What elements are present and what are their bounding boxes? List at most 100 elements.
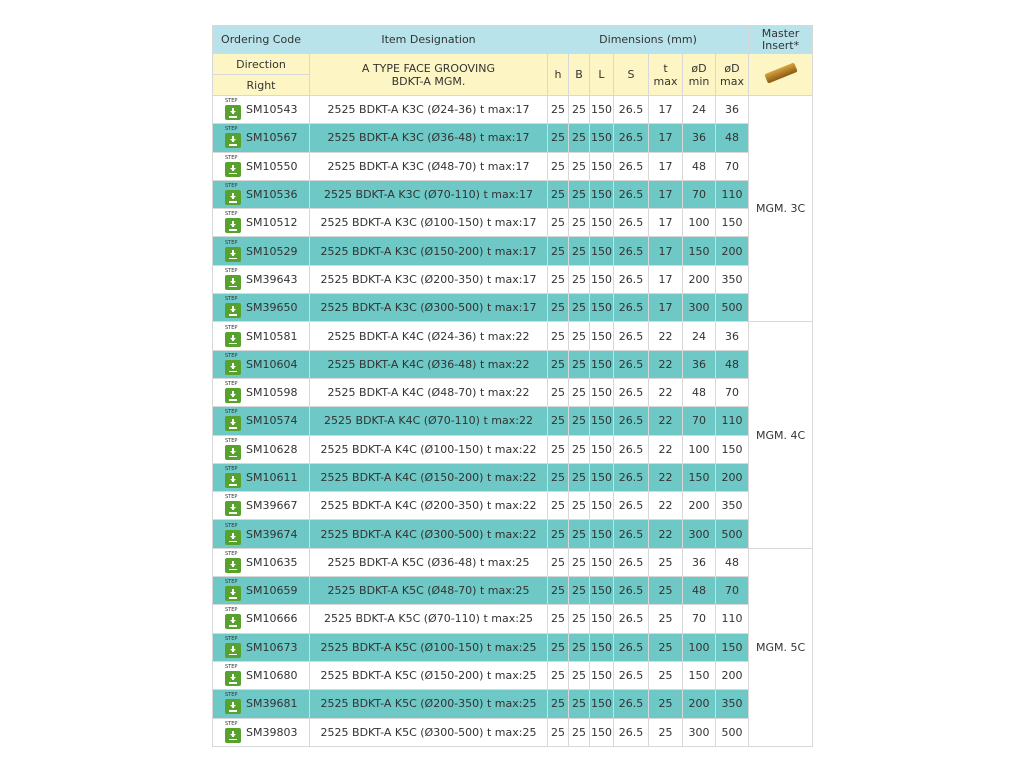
arrow-down-icon — [230, 450, 236, 454]
step-download-icon[interactable]: STEP — [225, 268, 241, 290]
table-row: STEP SM10659 2525 BDKT-A K5C (Ø48-70) t ma… — [212, 576, 813, 606]
ordering-code-cell: STEP SM10673 — [212, 632, 310, 662]
step-download-icon[interactable]: STEP — [225, 607, 241, 630]
item-designation: 2525 BDKT-A K5C (Ø150-200) t max:25 — [309, 660, 548, 691]
item-designation: 2525 BDKT-A K5C (Ø300-500) t max:25 — [309, 717, 548, 747]
dim-tmax: 25 — [648, 604, 683, 634]
ordering-code-cell: STEP SM10611 — [212, 462, 310, 493]
ordering-code: SM39667 — [246, 499, 298, 513]
item-designation: 2525 BDKT-A K5C (Ø100-150) t max:25 — [309, 632, 548, 662]
dim-dmin: 100 — [682, 208, 716, 238]
dim-tmax: 22 — [648, 349, 683, 379]
dim-dmin: 70 — [682, 406, 716, 436]
step-label: STEP — [225, 607, 238, 614]
ordering-code: SM10536 — [246, 188, 298, 202]
step-label: STEP — [225, 692, 238, 699]
dim-dmin: 36 — [682, 349, 716, 379]
arrow-down-icon — [230, 139, 236, 143]
arrow-down-icon — [230, 167, 236, 171]
dim-tmax: 25 — [648, 632, 683, 662]
step-download-icon[interactable]: STEP — [225, 579, 241, 602]
step-download-icon[interactable]: STEP — [225, 664, 241, 687]
table-row: STEP SM10536 2525 BDKT-A K3C (Ø70-110) t m… — [212, 179, 813, 210]
item-designation: 2525 BDKT-A K4C (Ø100-150) t max:22 — [309, 434, 548, 464]
dim-dmax: 150 — [714, 632, 750, 662]
arrow-down-icon — [230, 365, 236, 369]
ordering-code: SM10611 — [246, 471, 298, 484]
step-download-icon[interactable]: STEP — [225, 183, 241, 206]
dim-B: 25 — [568, 547, 590, 578]
arrow-down-icon — [230, 252, 236, 256]
step-label: STEP — [225, 522, 238, 529]
dim-S: 26.5 — [613, 151, 649, 181]
table-row: STEP SM10550 2525 BDKT-A K3C (Ø48-70) t ma… — [212, 151, 813, 181]
ordering-code-cell: STEP SM10598 — [212, 377, 310, 408]
dim-B: 25 — [568, 632, 590, 662]
dim-h: 25 — [547, 519, 569, 549]
step-download-icon[interactable]: STEP — [225, 325, 241, 347]
col-L: L — [589, 53, 614, 96]
step-download-icon[interactable]: STEP — [225, 438, 241, 460]
step-download-icon[interactable]: STEP — [225, 98, 241, 121]
step-download-icon[interactable]: STEP — [225, 494, 241, 517]
master-insert: MGM. 3C — [748, 94, 814, 323]
item-designation: 2525 BDKT-A K5C (Ø200-350) t max:25 — [309, 689, 548, 719]
step-download-icon[interactable]: STEP — [225, 466, 241, 488]
dim-dmin: 150 — [682, 236, 716, 266]
dim-dmax: 150 — [714, 434, 750, 464]
ordering-code: SM10635 — [246, 555, 298, 569]
step-download-icon[interactable]: STEP — [225, 126, 241, 149]
dim-S: 26.5 — [613, 632, 649, 662]
header-direction: Direction — [212, 53, 310, 75]
dim-h: 25 — [547, 377, 569, 408]
dim-tmax: 22 — [648, 406, 683, 436]
dim-dmax: 350 — [714, 491, 750, 521]
dim-dmax: 110 — [714, 179, 750, 210]
header-master-insert: Master Insert* — [748, 25, 814, 54]
dim-dmax: 500 — [714, 293, 750, 323]
dim-B: 25 — [568, 179, 590, 210]
step-download-icon[interactable]: STEP — [225, 721, 241, 743]
download-box — [225, 190, 241, 206]
step-download-icon[interactable]: STEP — [225, 551, 241, 573]
dim-L: 150 — [589, 519, 614, 549]
header-ordering-code: Ordering Code — [212, 25, 310, 54]
step-download-icon[interactable]: STEP — [225, 692, 241, 715]
arrow-down-icon — [230, 479, 236, 482]
dim-B: 25 — [568, 293, 590, 323]
dim-L: 150 — [589, 434, 614, 464]
step-download-icon[interactable]: STEP — [225, 296, 241, 319]
step-download-icon[interactable]: STEP — [225, 240, 241, 262]
dim-dmin: 24 — [682, 94, 716, 125]
step-download-icon[interactable]: STEP — [225, 211, 241, 234]
table-row: STEP SM10574 2525 BDKT-A K4C (Ø70-110) t m… — [212, 406, 813, 436]
dim-L: 150 — [589, 293, 614, 323]
item-designation: 2525 BDKT-A K5C (Ø48-70) t max:25 — [309, 576, 548, 606]
dim-tmax: 22 — [648, 462, 683, 493]
step-download-icon[interactable]: STEP — [225, 636, 241, 658]
item-designation: 2525 BDKT-A K3C (Ø150-200) t max:17 — [309, 236, 548, 266]
dim-tmax: 22 — [648, 321, 683, 351]
arrow-down-icon — [230, 535, 236, 539]
dim-L: 150 — [589, 491, 614, 521]
dim-h: 25 — [547, 123, 569, 153]
dim-S: 26.5 — [613, 491, 649, 521]
dim-tmax: 17 — [648, 264, 683, 295]
dim-S: 26.5 — [613, 717, 649, 747]
step-download-icon[interactable]: STEP — [225, 353, 241, 375]
header-item-designation: Item Designation — [309, 25, 548, 54]
download-box — [225, 416, 241, 432]
step-download-icon[interactable]: STEP — [225, 155, 241, 177]
dim-h: 25 — [547, 462, 569, 493]
download-box — [225, 699, 241, 715]
step-download-icon[interactable]: STEP — [225, 381, 241, 404]
dim-dmin: 100 — [682, 632, 716, 662]
dim-dmax: 200 — [714, 236, 750, 266]
dim-dmax: 110 — [714, 406, 750, 436]
step-download-icon[interactable]: STEP — [225, 409, 241, 432]
step-download-icon[interactable]: STEP — [225, 523, 241, 545]
dim-dmax: 110 — [714, 604, 750, 634]
dim-h: 25 — [547, 406, 569, 436]
col-B: B — [568, 53, 590, 96]
dim-L: 150 — [589, 264, 614, 295]
